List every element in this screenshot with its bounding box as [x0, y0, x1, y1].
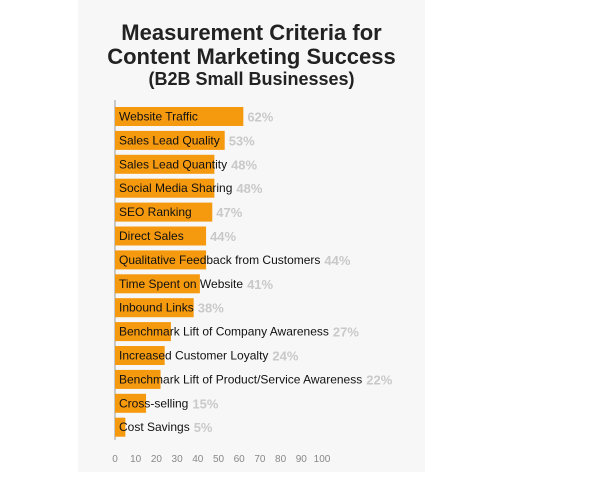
bar-category-label: Direct Sales: [119, 229, 184, 243]
bar-category-label: Benchmark Lift of Product/Service Awaren…: [119, 372, 362, 386]
bar: [115, 322, 171, 342]
x-tick-label: 100: [314, 454, 331, 465]
bar: [115, 130, 225, 150]
bar: [115, 202, 213, 222]
bar-value-label: 22%: [366, 372, 392, 387]
chart-title-line-2: Content Marketing Success: [107, 44, 396, 69]
x-tick-label: 90: [296, 454, 308, 465]
bar-value-label: 41%: [247, 277, 273, 292]
bar-value-label: 38%: [198, 301, 224, 316]
x-tick-label: 40: [192, 454, 204, 465]
bar-value-label: 44%: [210, 229, 236, 244]
bar: [115, 154, 215, 174]
chart-subtitle: (B2B Small Businesses): [148, 69, 355, 89]
bar: [115, 369, 161, 389]
bar-value-label: 62%: [247, 110, 273, 125]
chart-title-line-1: Measurement Criteria for: [121, 20, 382, 45]
bar-category-label: Website Traffic: [119, 110, 198, 124]
bar-category-label: Social Media Sharing: [119, 181, 232, 195]
bar-category-label: Increased Customer Loyalty: [119, 349, 268, 363]
x-tick-label: 30: [172, 454, 184, 465]
bar-value-label: 44%: [324, 253, 350, 268]
bar: [115, 107, 244, 126]
bar: [115, 417, 126, 437]
bar: [115, 274, 200, 294]
bar-value-label: 47%: [216, 205, 242, 220]
bar-value-label: 48%: [236, 181, 262, 196]
bar: [115, 178, 215, 198]
x-tick-label: 10: [130, 454, 142, 465]
bar-value-label: 24%: [272, 349, 298, 364]
bar-value-label: 27%: [333, 325, 359, 340]
bar: [115, 393, 147, 413]
x-tick-label: 80: [275, 454, 287, 465]
bar: [115, 250, 207, 270]
bar-value-label: 5%: [194, 420, 213, 435]
x-tick-label: 60: [234, 454, 246, 465]
bar-category-label: Sales Lead Quality: [119, 133, 220, 147]
x-tick-label: 0: [112, 454, 118, 465]
bar-value-label: 48%: [231, 157, 257, 172]
bar-category-label: Benchmark Lift of Company Awareness: [119, 325, 329, 339]
bar: [115, 346, 165, 365]
bar: [115, 226, 207, 246]
bar-value-label: 15%: [192, 396, 218, 411]
x-tick-label: 50: [213, 454, 225, 465]
bar: [115, 298, 194, 318]
x-tick-label: 70: [254, 454, 266, 465]
bar-category-label: Cross-selling: [119, 396, 188, 410]
bar-category-label: Cost Savings: [119, 420, 190, 434]
bar-category-label: Sales Lead Quantity: [119, 157, 227, 171]
x-tick-label: 20: [151, 454, 163, 465]
bar-category-label: Qualitative Feedback from Customers: [119, 253, 320, 267]
bar-category-label: Time Spent on Website: [119, 277, 243, 291]
bar-category-label: Inbound Links: [119, 301, 194, 315]
bar-value-label: 53%: [229, 133, 255, 148]
bar-category-label: SEO Ranking: [119, 205, 192, 219]
